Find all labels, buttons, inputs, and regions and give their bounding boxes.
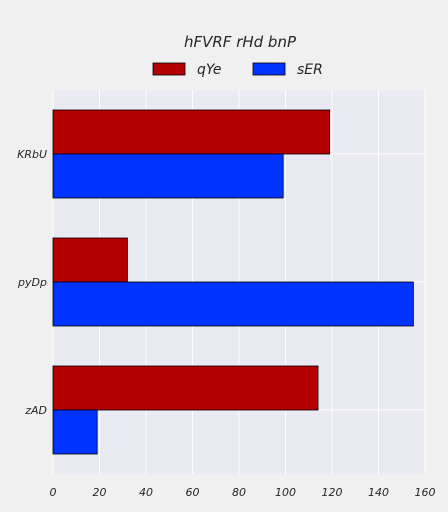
bar-qYe-zAD bbox=[52, 365, 319, 411]
x-tick-label: 140 bbox=[368, 486, 389, 499]
x-tick-label: 60 bbox=[186, 486, 200, 499]
legend-swatch-sER bbox=[252, 62, 286, 76]
x-tick-label: 0 bbox=[50, 486, 57, 499]
bar-sER-pyDp bbox=[52, 281, 414, 327]
y-tick-label: zAD bbox=[24, 404, 47, 417]
y-tick-label: KRbU bbox=[17, 148, 47, 161]
y-tick-label: pyDp bbox=[17, 276, 47, 289]
x-tick-label: 120 bbox=[322, 486, 343, 499]
x-tick-label: 40 bbox=[139, 486, 153, 499]
x-tick-label: 160 bbox=[415, 486, 436, 499]
bars bbox=[52, 109, 414, 455]
bar-qYe-pyDp bbox=[52, 237, 128, 283]
bar-qYe-KRbU bbox=[52, 109, 331, 155]
bar-sER-KRbU bbox=[52, 153, 284, 199]
x-tick-label: 20 bbox=[93, 486, 107, 499]
bar-sER-zAD bbox=[52, 409, 98, 455]
legend-swatch-qYe bbox=[152, 62, 186, 76]
legend-label-sER: sER bbox=[297, 62, 323, 78]
y-tick-labels: KRbU pyDp zAD bbox=[17, 148, 47, 417]
x-tick-label: 80 bbox=[232, 486, 246, 499]
chart-title: hFVRF rHd bnP bbox=[184, 33, 297, 51]
x-tick-labels: 0 20 40 60 80 100 120 140 160 bbox=[50, 486, 436, 499]
x-tick-label: 100 bbox=[275, 486, 296, 499]
legend-label-qYe: qYe bbox=[197, 62, 222, 78]
legend: qYe sER bbox=[152, 62, 323, 78]
